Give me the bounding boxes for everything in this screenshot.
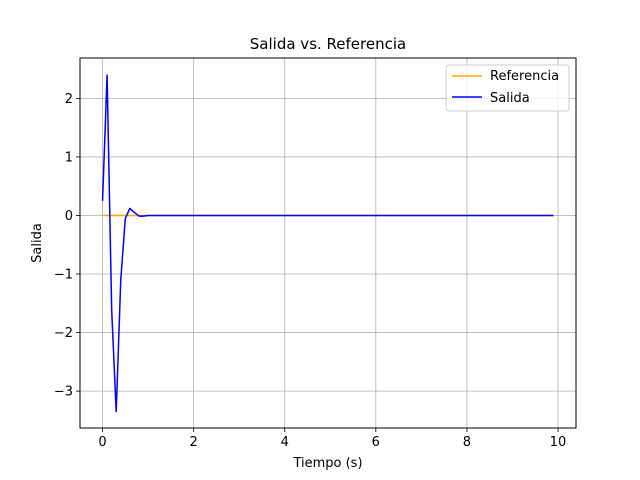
x-tick-label: 10 [550, 435, 567, 450]
series-layer [101, 74, 554, 413]
y-axis-ticks: −3 −2 −1 0 1 2 [54, 92, 80, 400]
legend-label-salida: Salida [490, 91, 530, 106]
x-tick-label: 8 [463, 435, 471, 450]
y-tick-label: −1 [54, 268, 73, 283]
x-tick-label: 4 [281, 435, 289, 450]
y-tick-label: 2 [65, 92, 73, 107]
y-tick-label: −3 [54, 385, 73, 400]
legend-label-referencia: Referencia [490, 69, 559, 84]
y-tick-label: 0 [65, 209, 73, 224]
y-tick-label: 1 [65, 150, 73, 165]
x-tick-label: 2 [189, 435, 197, 450]
x-axis-ticks: 0 2 4 6 8 10 [98, 428, 566, 450]
legend: Referencia Salida [445, 64, 570, 112]
series-line-salida [101, 74, 554, 413]
chart-title: Salida vs. Referencia [250, 35, 406, 53]
x-tick-label: 0 [98, 435, 106, 450]
x-axis-label: Tiempo (s) [292, 456, 362, 471]
plot-frame [79, 57, 577, 429]
y-axis-label: Salida [30, 223, 45, 263]
y-tick-label: −2 [54, 326, 73, 341]
x-tick-label: 6 [372, 435, 380, 450]
